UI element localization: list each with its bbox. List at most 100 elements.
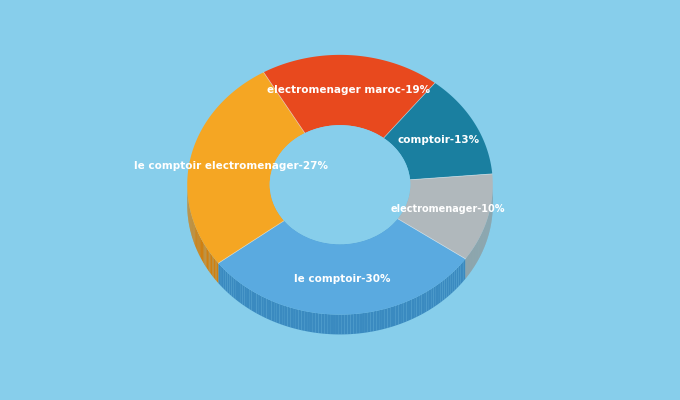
PathPatch shape: [202, 240, 203, 262]
PathPatch shape: [242, 285, 245, 306]
PathPatch shape: [208, 250, 209, 272]
PathPatch shape: [453, 270, 455, 292]
PathPatch shape: [322, 314, 324, 334]
Text: electromenager maroc-19%: electromenager maroc-19%: [267, 85, 430, 95]
PathPatch shape: [299, 233, 301, 254]
PathPatch shape: [347, 314, 350, 334]
PathPatch shape: [285, 306, 288, 326]
Text: le comptoir electromenager-27%: le comptoir electromenager-27%: [134, 161, 328, 171]
PathPatch shape: [195, 226, 196, 248]
PathPatch shape: [301, 235, 303, 255]
PathPatch shape: [349, 244, 350, 264]
PathPatch shape: [385, 308, 388, 329]
PathPatch shape: [327, 314, 330, 334]
PathPatch shape: [310, 312, 313, 332]
PathPatch shape: [288, 307, 290, 327]
PathPatch shape: [294, 230, 295, 250]
PathPatch shape: [394, 222, 395, 242]
PathPatch shape: [321, 242, 322, 262]
PathPatch shape: [214, 258, 215, 280]
PathPatch shape: [292, 228, 293, 249]
PathPatch shape: [228, 273, 230, 294]
PathPatch shape: [271, 301, 274, 322]
PathPatch shape: [375, 236, 377, 256]
PathPatch shape: [379, 233, 381, 254]
PathPatch shape: [282, 305, 285, 326]
PathPatch shape: [236, 280, 238, 301]
PathPatch shape: [197, 230, 198, 252]
PathPatch shape: [360, 241, 362, 262]
PathPatch shape: [458, 265, 460, 286]
PathPatch shape: [285, 222, 286, 242]
PathPatch shape: [372, 237, 373, 258]
PathPatch shape: [320, 242, 321, 262]
PathPatch shape: [366, 240, 367, 260]
PathPatch shape: [296, 231, 297, 252]
PathPatch shape: [311, 239, 312, 259]
Text: electromenager-10%: electromenager-10%: [390, 204, 505, 214]
PathPatch shape: [362, 313, 365, 333]
PathPatch shape: [419, 294, 422, 316]
PathPatch shape: [393, 306, 396, 326]
PathPatch shape: [247, 288, 250, 309]
PathPatch shape: [345, 244, 346, 264]
PathPatch shape: [284, 221, 285, 242]
PathPatch shape: [393, 223, 394, 244]
PathPatch shape: [358, 242, 359, 262]
PathPatch shape: [307, 312, 310, 332]
PathPatch shape: [313, 312, 316, 333]
PathPatch shape: [212, 256, 214, 278]
Text: comptoir-13%: comptoir-13%: [397, 135, 479, 145]
PathPatch shape: [309, 238, 311, 259]
PathPatch shape: [379, 310, 382, 330]
PathPatch shape: [330, 244, 331, 264]
PathPatch shape: [354, 243, 356, 263]
PathPatch shape: [204, 244, 205, 266]
PathPatch shape: [367, 239, 368, 260]
PathPatch shape: [385, 230, 386, 250]
PathPatch shape: [286, 223, 288, 244]
PathPatch shape: [226, 271, 228, 292]
PathPatch shape: [220, 265, 222, 287]
PathPatch shape: [390, 306, 393, 327]
PathPatch shape: [304, 311, 307, 331]
PathPatch shape: [192, 218, 193, 240]
PathPatch shape: [232, 276, 234, 298]
PathPatch shape: [250, 289, 252, 310]
PathPatch shape: [199, 234, 200, 256]
PathPatch shape: [411, 298, 414, 319]
PathPatch shape: [368, 239, 369, 259]
PathPatch shape: [334, 244, 335, 264]
PathPatch shape: [261, 296, 264, 317]
Ellipse shape: [270, 125, 410, 244]
PathPatch shape: [200, 236, 201, 258]
PathPatch shape: [426, 290, 429, 312]
PathPatch shape: [324, 243, 325, 263]
PathPatch shape: [277, 303, 279, 324]
PathPatch shape: [451, 272, 453, 294]
PathPatch shape: [445, 278, 447, 299]
PathPatch shape: [252, 291, 254, 312]
PathPatch shape: [438, 283, 440, 304]
PathPatch shape: [217, 262, 218, 283]
PathPatch shape: [209, 252, 211, 274]
PathPatch shape: [350, 314, 354, 334]
PathPatch shape: [384, 230, 385, 251]
PathPatch shape: [396, 305, 398, 326]
PathPatch shape: [198, 232, 199, 254]
PathPatch shape: [464, 259, 465, 281]
PathPatch shape: [401, 303, 404, 324]
PathPatch shape: [382, 232, 383, 252]
PathPatch shape: [230, 274, 232, 296]
PathPatch shape: [222, 267, 224, 289]
PathPatch shape: [390, 226, 391, 246]
PathPatch shape: [296, 309, 299, 330]
PathPatch shape: [462, 261, 464, 283]
PathPatch shape: [345, 314, 347, 334]
PathPatch shape: [341, 244, 342, 264]
PathPatch shape: [333, 244, 334, 264]
PathPatch shape: [264, 55, 435, 138]
PathPatch shape: [374, 236, 375, 257]
PathPatch shape: [218, 263, 220, 285]
PathPatch shape: [337, 244, 338, 264]
